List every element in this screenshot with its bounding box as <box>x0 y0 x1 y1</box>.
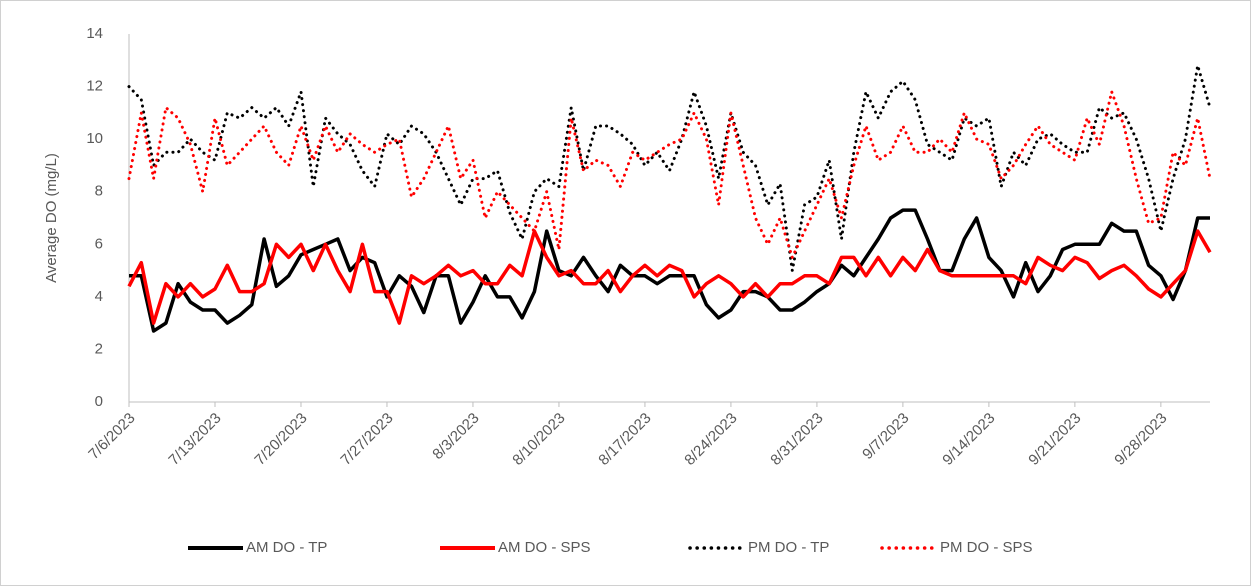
y-tick-label: 14 <box>86 25 103 42</box>
y-tick-label: 4 <box>95 288 103 305</box>
y-tick-label: 6 <box>95 235 103 252</box>
series-line <box>127 90 1212 259</box>
y-axis-label: Average DO (mg/L) <box>43 153 60 283</box>
legend-label: AM DO - TP <box>246 539 327 556</box>
legend-label: AM DO - SPS <box>498 539 591 556</box>
y-tick-label: 8 <box>95 183 103 200</box>
legend-label: PM DO - SPS <box>940 539 1033 556</box>
y-tick-label: 2 <box>95 340 103 357</box>
y-tick-label: 12 <box>86 78 103 95</box>
y-tick-label: 0 <box>95 393 103 410</box>
y-tick-label: 10 <box>86 130 103 147</box>
series-line <box>127 64 1212 273</box>
series-line <box>127 229 1212 325</box>
legend-label: PM DO - TP <box>748 539 829 556</box>
